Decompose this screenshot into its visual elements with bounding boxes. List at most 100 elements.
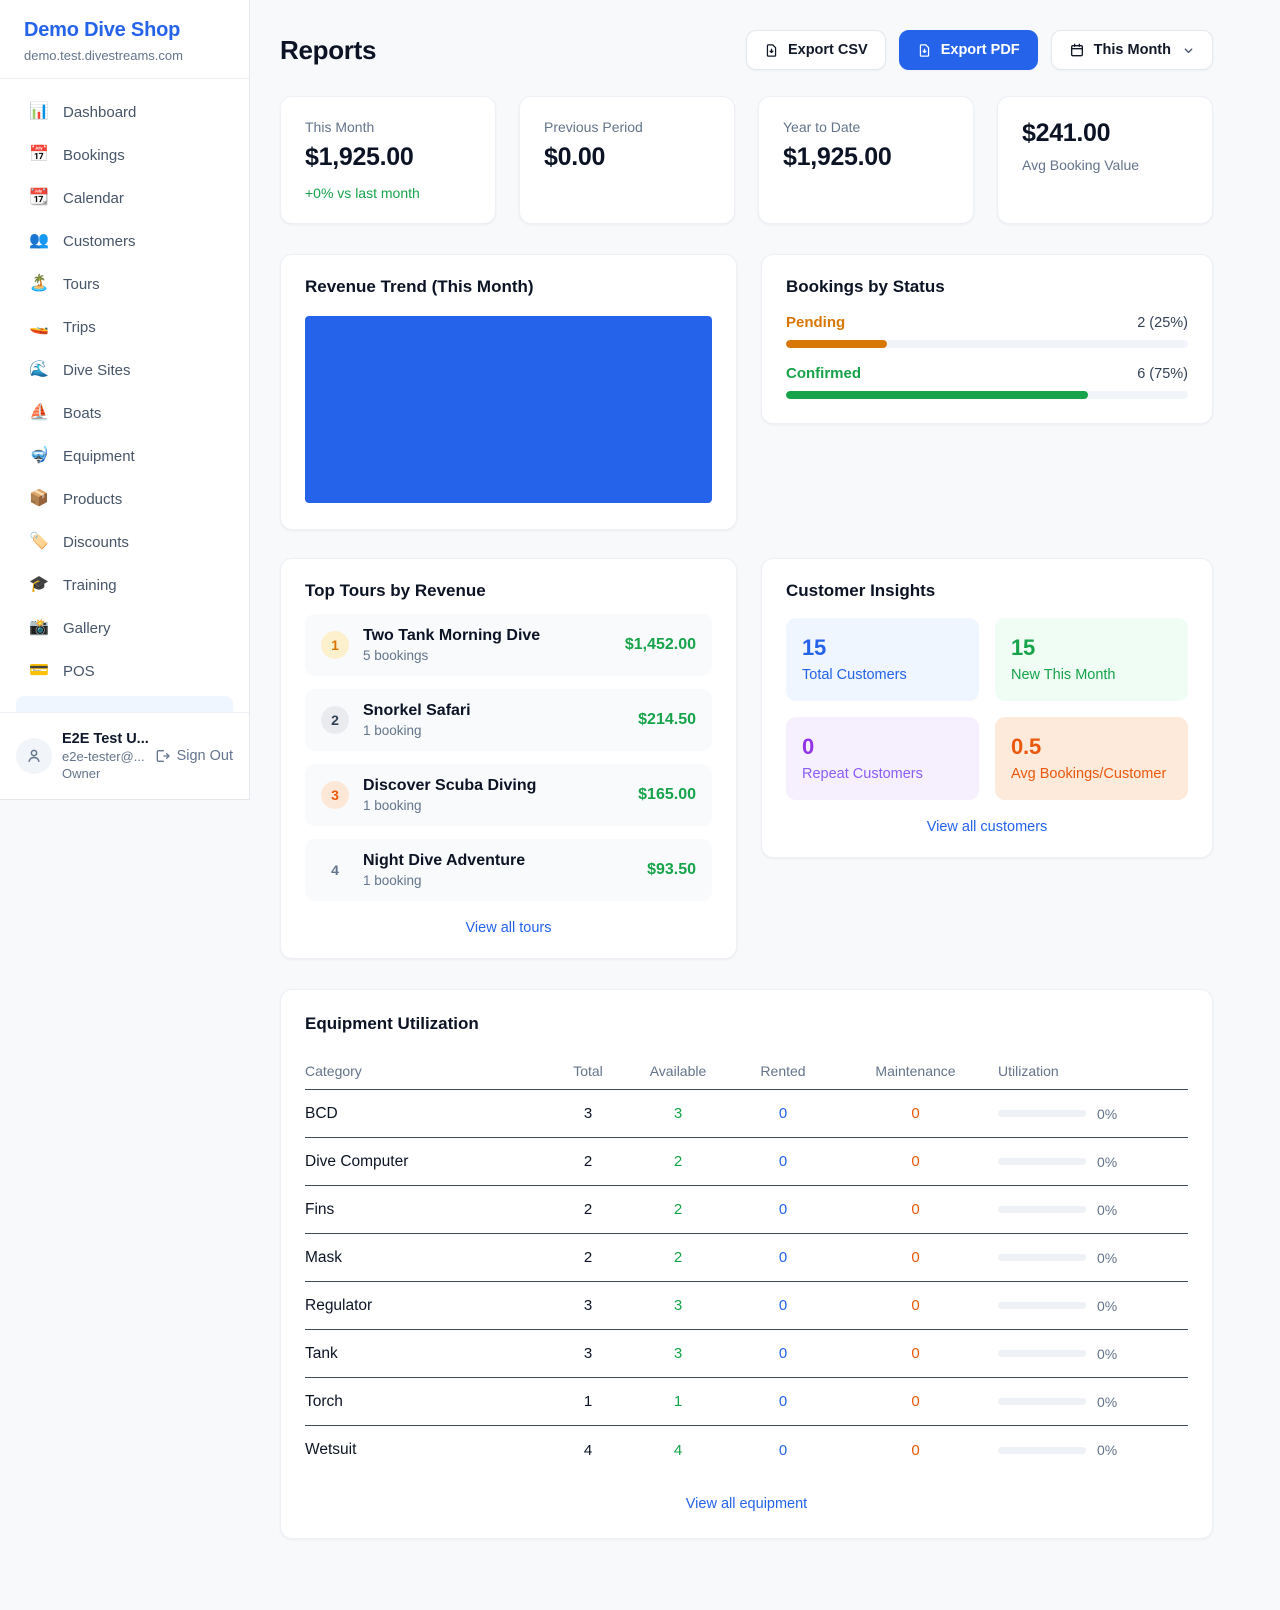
package-icon: 📦 [29,490,49,507]
utilization-percent: 0% [1097,1345,1118,1362]
table-row: Mask 2 2 0 0 0% [305,1234,1188,1282]
col-header-category: Category [305,1062,362,1079]
user-footer: E2E Test U... e2e-tester@... Owner Sign … [0,712,249,799]
col-header-maintenance: Maintenance [875,1062,956,1079]
revenue-trend-chart [305,316,712,503]
tile-label: Total Customers [802,667,907,683]
equipment-available: 2 [673,1153,683,1170]
table-row: Dive Computer 2 2 0 0 0% [305,1138,1188,1186]
tag-icon: 🏷️ [29,533,49,550]
tile-avg-bookings-customer: 0.5 Avg Bookings/Customer [995,717,1188,800]
sidebar-item-products[interactable]: 📦 Products [16,481,233,517]
camera-icon: 📸 [29,619,49,636]
period-dropdown[interactable]: This Month [1050,30,1213,70]
equipment-total: 4 [583,1441,593,1459]
revenue-trend-title: Revenue Trend (This Month) [305,277,534,296]
equipment-table-header: Category Total Available Rented Maintena… [305,1052,1188,1090]
col-header-rented: Rented [760,1062,806,1079]
col-header-available: Available [649,1062,707,1079]
equipment-rented: 0 [778,1249,788,1266]
equipment-maintenance: 0 [911,1345,920,1362]
sidebar-item-discounts[interactable]: 🏷️ Discounts [16,524,233,560]
sidebar-item-label: Products [63,490,123,508]
revenue-trend-card: Revenue Trend (This Month) [280,254,737,530]
export-file-icon [766,43,777,57]
table-row: Tank 3 3 0 0 0% [305,1330,1188,1378]
equipment-category: Regulator [305,1296,373,1314]
calendar-icon: 📆 [29,189,49,206]
sidebar-item-boats[interactable]: ⛵ Boats [16,395,233,431]
table-row: Torch 1 1 0 0 0% [305,1378,1188,1426]
sidebar-item-pos[interactable]: 💳 POS [16,653,233,689]
tile-label: Avg Bookings/Customer [1011,766,1167,782]
equipment-maintenance: 0 [911,1105,920,1122]
tour-row: 2 Snorkel Safari 1 booking $214.50 [305,689,712,751]
tile-label: Repeat Customers [802,766,923,782]
view-all-tours-link[interactable]: View all tours [465,920,552,936]
stat-label: Year to Date [783,119,861,135]
island-icon: 🏝️ [29,275,49,292]
sidebar-item-label: Gallery [63,619,111,637]
equipment-rented: 0 [778,1105,788,1122]
utilization-percent: 0% [1097,1297,1118,1314]
sign-out-button[interactable]: Sign Out [154,748,233,764]
sidebar-item-reports-active[interactable] [16,696,233,712]
top-tours-title: Top Tours by Revenue [305,581,486,600]
tour-bookings: 1 booking [363,723,422,738]
table-row: Wetsuit 4 4 0 0 0% [305,1426,1188,1474]
stat-card-avg-booking-value: $241.00 Avg Booking Value [997,96,1213,224]
equipment-total: 1 [583,1393,593,1410]
tour-name: Snorkel Safari [363,702,471,719]
tour-revenue: $214.50 [638,711,696,728]
user-email: e2e-tester@... [62,749,145,764]
bookings-calendar-icon: 📅 [29,146,49,163]
utilization-bar [998,1446,1086,1454]
insights-row: Top Tours by Revenue 1 Two Tank Morning … [280,558,1213,959]
equipment-maintenance: 0 [911,1297,920,1314]
customer-insights-card: Customer Insights 15 Total Customers 15 … [761,558,1213,858]
sidebar-item-tours[interactable]: 🏝️ Tours [16,266,233,302]
export-csv-button[interactable]: Export CSV [745,30,886,70]
status-label: Confirmed [786,365,861,382]
tile-value: 15 [1011,635,1036,660]
sidebar-item-gallery[interactable]: 📸 Gallery [16,610,233,646]
page-title: Reports [280,34,377,65]
sign-out-icon [156,750,170,762]
tour-row: 4 Night Dive Adventure 1 booking $93.50 [305,839,712,901]
sidebar-item-customers[interactable]: 👥 Customers [16,223,233,259]
stat-label: Avg Booking Value [1022,157,1140,173]
tour-name: Night Dive Adventure [363,852,526,869]
utilization-bar [998,1398,1086,1405]
period-label: This Month [1093,42,1171,58]
sidebar-item-bookings[interactable]: 📅 Bookings [16,137,233,173]
sidebar-item-equipment[interactable]: 🤿 Equipment [16,438,233,474]
sidebar-nav: 📊 Dashboard 📅 Bookings 📆 Calendar 👥 Customer… [0,79,249,712]
tour-row: 3 Discover Scuba Diving 1 booking $165.0… [305,764,712,826]
sidebar-item-calendar[interactable]: 📆 Calendar [16,180,233,216]
stat-label: This Month [305,119,375,135]
speedboat-icon: 🚤 [29,318,49,335]
view-all-customers-link[interactable]: View all customers [926,819,1048,835]
customers-icon: 👥 [29,232,49,249]
utilization-bar [998,1110,1086,1117]
sidebar-item-label: Bookings [63,146,125,164]
sidebar-item-trips[interactable]: 🚤 Trips [16,309,233,345]
export-pdf-button[interactable]: Export PDF [898,30,1038,70]
view-all-equipment-link[interactable]: View all equipment [685,1496,808,1512]
utilization-cell: 0% [998,1202,1188,1218]
utilization-bar [998,1350,1086,1357]
sidebar-item-label: POS [63,662,95,680]
tour-revenue: $93.50 [647,861,696,878]
utilization-bar [998,1158,1086,1165]
utilization-bar [998,1254,1086,1261]
diving-mask-icon: 🤿 [29,447,49,464]
sidebar-item-dive-sites[interactable]: 🌊 Dive Sites [16,352,233,388]
stat-value: $0.00 [544,143,606,171]
tile-total-customers: 15 Total Customers [786,618,979,701]
sidebar-item-dashboard[interactable]: 📊 Dashboard [16,94,233,130]
tour-bookings: 1 booking [363,873,422,888]
brand-block[interactable]: Demo Dive Shop demo.test.divestreams.com [0,0,249,79]
user-role: Owner [62,766,101,781]
utilization-percent: 0% [1097,1105,1118,1122]
sidebar-item-training[interactable]: 🎓 Training [16,567,233,603]
